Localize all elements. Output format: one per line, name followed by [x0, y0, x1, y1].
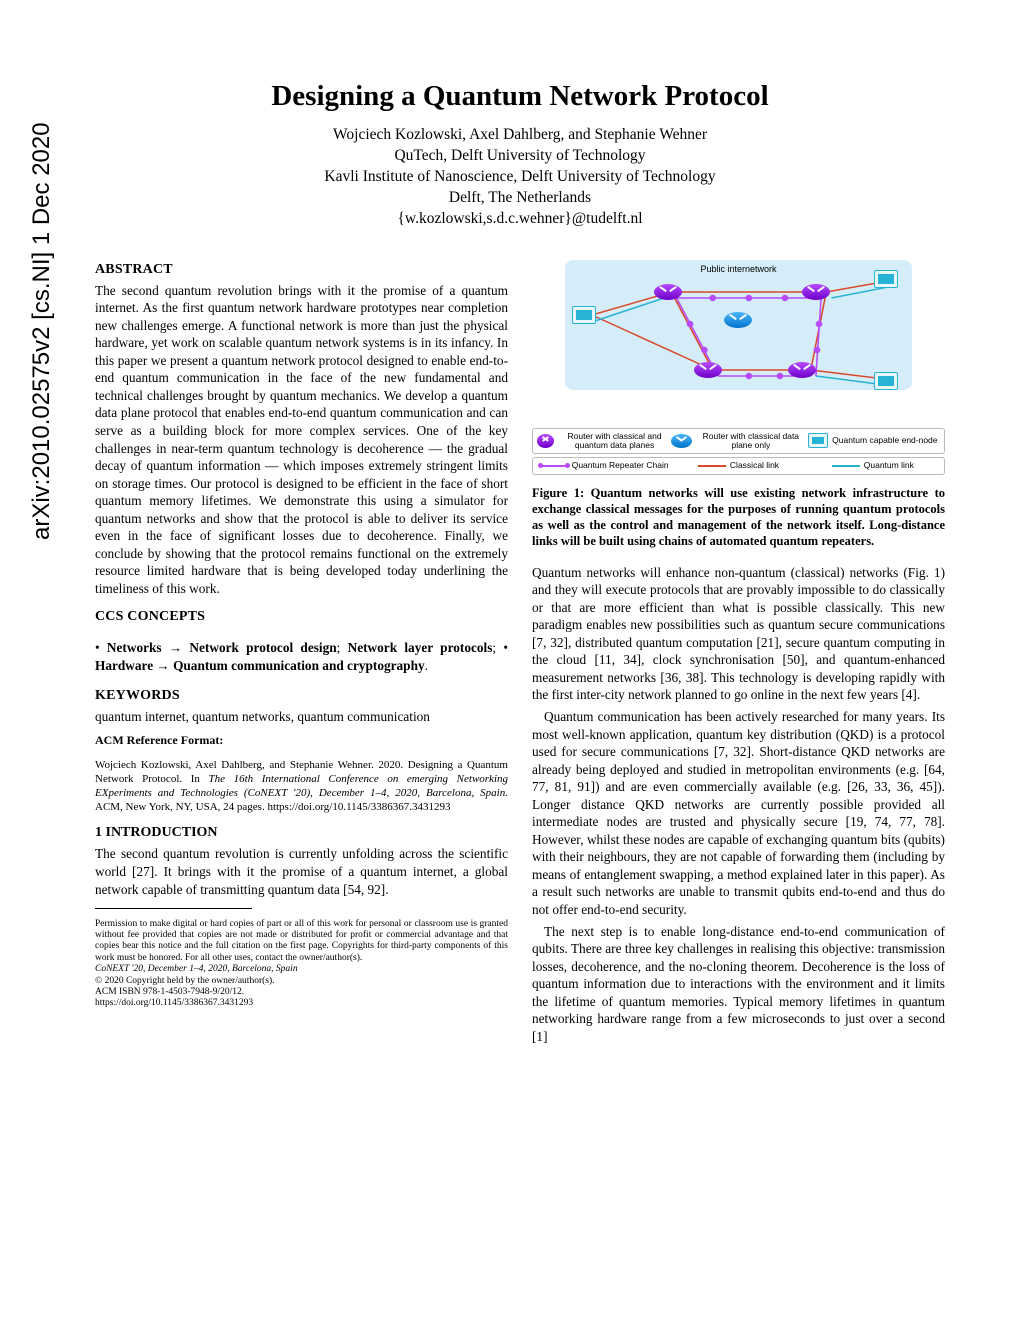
legend-classical-link: Classical link: [671, 461, 805, 470]
email: {w.kozlowski,s.d.c.wehner}@tudelft.nl: [397, 210, 642, 227]
affiliation-1: QuTech, Delft University of Technology: [394, 147, 645, 164]
legend-repeater-chain: Quantum Repeater Chain: [537, 461, 671, 470]
permission-copyright: © 2020 Copyright held by the owner/autho…: [95, 976, 275, 986]
quantum-router-icon: [802, 284, 830, 300]
ccs-body: • Networks → Network protocol design; Ne…: [95, 639, 508, 675]
left-column: ABSTRACT The second quantum revolution b…: [95, 250, 508, 1050]
keywords-heading: KEYWORDS: [95, 688, 508, 704]
figure-legend: Router with classical and quantum data p…: [532, 428, 945, 475]
quantum-router-icon: [654, 284, 682, 300]
legend-classical-router: Router with classical data plane only: [671, 432, 805, 451]
col2-p3: The next step is to enable long-distance…: [532, 923, 945, 1046]
line-purple-icon: [540, 465, 568, 467]
legend-text: Router with classical and quantum data p…: [558, 432, 672, 451]
affiliation-3: Delft, The Netherlands: [449, 189, 591, 206]
intro-p1: The second quantum revolution is current…: [95, 845, 508, 898]
acm-ref-heading: ACM Reference Format:: [95, 733, 508, 748]
keywords-body: quantum internet, quantum networks, quan…: [95, 708, 508, 726]
ccs-heading: CCS CONCEPTS: [95, 609, 508, 625]
legend-text: Quantum capable end-node: [832, 436, 937, 445]
legend-quantum-router: Router with classical and quantum data p…: [537, 432, 671, 451]
authors-line: Wojciech Kozlowski, Axel Dahlberg, and S…: [333, 126, 707, 143]
legend-endnode: Quantum capable end-node: [806, 433, 940, 448]
quantum-router-icon: [694, 362, 722, 378]
affiliation-2: Kavli Institute of Nanoscience, Delft Un…: [324, 168, 715, 185]
abstract-heading: ABSTRACT: [95, 262, 508, 278]
figure-1: Public internetwork: [532, 250, 945, 550]
legend-row-2: Quantum Repeater Chain Classical link Qu…: [532, 457, 945, 474]
right-column: Public internetwork: [532, 250, 945, 1050]
intro-heading: 1 INTRODUCTION: [95, 825, 508, 841]
col2-p1: Quantum networks will enhance non-quantu…: [532, 564, 945, 704]
legend-row-1: Router with classical and quantum data p…: [532, 428, 945, 455]
permission-block: Permission to make digital or hard copie…: [95, 919, 508, 1010]
arxiv-watermark: arXiv:2010.02575v2 [cs.NI] 1 Dec 2020: [28, 122, 56, 540]
network-diagram: Public internetwork: [532, 250, 945, 425]
acm-ref-post: ACM, New York, NY, USA, 24 pages. https:…: [95, 801, 451, 813]
paper-title: Designing a Quantum Network Protocol: [95, 80, 945, 113]
permission-isbn: ACM ISBN 978-1-4503-7948-9/20/12.: [95, 987, 244, 997]
acm-ref-body: Wojciech Kozlowski, Axel Dahlberg, and S…: [95, 759, 508, 814]
router-purple-icon: [537, 434, 554, 448]
legend-text: Router with classical data plane only: [696, 432, 806, 451]
legend-text: Quantum Repeater Chain: [572, 461, 669, 470]
quantum-router-icon: [788, 362, 816, 378]
router-blue-icon: [671, 434, 692, 448]
endnode-icon: [874, 270, 898, 288]
endnode-icon: [572, 306, 596, 324]
classical-router-icon: [724, 312, 752, 328]
legend-text: Quantum link: [864, 461, 914, 470]
legend-text: Classical link: [730, 461, 779, 470]
permission-text: Permission to make digital or hard copie…: [95, 919, 508, 963]
legend-quantum-link: Quantum link: [806, 461, 940, 470]
line-red-icon: [698, 465, 726, 467]
permission-venue: CoNEXT '20, December 1–4, 2020, Barcelon…: [95, 964, 298, 974]
footnote-rule: [95, 908, 252, 909]
permission-doi: https://doi.org/10.1145/3386367.3431293: [95, 998, 253, 1008]
endnode-small-icon: [808, 433, 828, 448]
page-content: Designing a Quantum Network Protocol Woj…: [0, 0, 1020, 1089]
line-blue-icon: [832, 465, 860, 467]
abstract-text: The second quantum revolution brings wit…: [95, 282, 508, 598]
figure-caption: Figure 1: Quantum networks will use exis…: [532, 485, 945, 550]
endnode-icon: [874, 372, 898, 390]
col2-p2: Quantum communication has been actively …: [532, 708, 945, 919]
authors-block: Wojciech Kozlowski, Axel Dahlberg, and S…: [95, 125, 945, 230]
